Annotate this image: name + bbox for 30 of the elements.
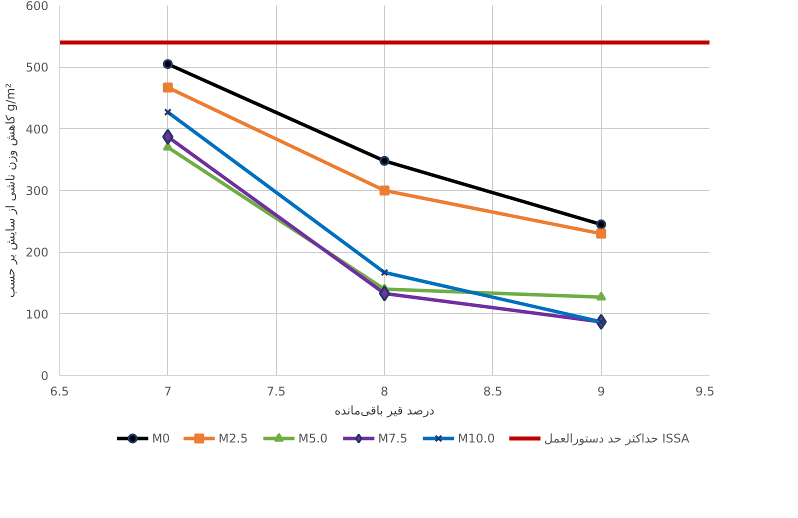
- y-axis-title: کاهش وزن ناشی از سایش بر حسب g/m²: [4, 82, 18, 298]
- legend-label: M2.5: [218, 432, 248, 446]
- x-tick-label: 8: [380, 384, 388, 398]
- y-tick-label: 400: [26, 122, 48, 136]
- legend-label: M5.0: [298, 432, 328, 446]
- legend-label: M10.0: [458, 432, 495, 446]
- x-tick-label: 9: [597, 384, 605, 398]
- x-tick-label: 7.5: [266, 384, 286, 398]
- x-tick-label: 9.5: [695, 384, 715, 398]
- point: [378, 285, 390, 302]
- point: [596, 219, 606, 230]
- y-tick-label: 600: [26, 0, 48, 13]
- y-tick-label: 0: [40, 369, 49, 383]
- point: [380, 156, 390, 166]
- y-tick-label: 100: [26, 307, 48, 322]
- point: [162, 59, 173, 70]
- x-tick-label: 6.5: [50, 384, 70, 398]
- legend-label: M7.5: [378, 432, 408, 446]
- point: [596, 292, 606, 300]
- y-tick-label: 300: [26, 184, 48, 198]
- y-tick-label: 200: [26, 246, 48, 260]
- legend-label: حداکثر حد دستورالعمل ISSA: [544, 432, 690, 446]
- x-axis-title: درصد قیر باقی‌مانده: [334, 404, 434, 418]
- legend-label: M0: [152, 432, 170, 446]
- x-tick-label: 8.5: [483, 384, 502, 398]
- x-tick-label: 7: [164, 384, 172, 398]
- point: [596, 228, 606, 239]
- y-tick-label: 500: [26, 60, 48, 75]
- point: [380, 186, 390, 196]
- point: [162, 82, 173, 93]
